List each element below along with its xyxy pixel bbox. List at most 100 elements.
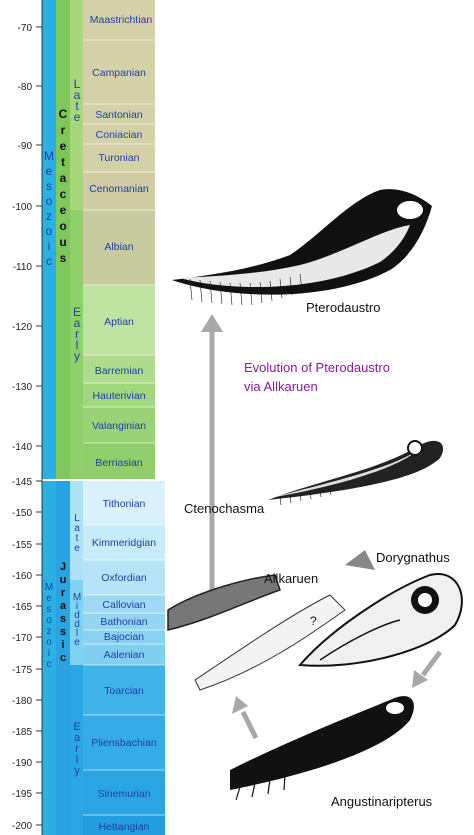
era-band-mesozoic-lower	[42, 480, 56, 835]
tick-label: -175	[12, 665, 32, 676]
stage-band-valanginian	[83, 407, 155, 443]
stage-band-toarcian	[83, 665, 165, 715]
stage-label-bajocian: Bajocian	[104, 631, 144, 643]
stage-label-tithonian: Tithonian	[103, 498, 146, 510]
tick-label: -155	[12, 540, 32, 551]
stage-band-pliensbachian	[83, 715, 165, 770]
stage-label-santonian: Santonian	[95, 109, 142, 121]
period-band-jurassic	[56, 480, 70, 835]
tick-label: -190	[12, 758, 32, 769]
tick-label: -70	[18, 23, 33, 34]
tick-label: -145	[12, 477, 32, 488]
era-band-mesozoic-upper	[42, 0, 56, 480]
tick-label: -90	[18, 141, 33, 152]
stage-band-bathonian	[83, 613, 165, 630]
stage-band-aptian	[83, 285, 155, 355]
tick-label: -110	[13, 262, 33, 273]
stage-label-campanian: Campanian	[92, 67, 146, 79]
stage-band-tithonian	[83, 480, 165, 525]
pterodaustro-skull-illustration	[172, 189, 432, 306]
stage-label-sinemurian: Sinemurian	[97, 788, 150, 800]
tick-label: -180	[12, 696, 32, 707]
stage-label-bathonian: Bathonian	[100, 616, 147, 628]
tick-label: -200	[12, 821, 32, 832]
stage-band-oxfordian	[83, 560, 165, 595]
tick-label: -170	[12, 633, 32, 644]
epoch-band-jur-late	[70, 480, 83, 580]
arrow-up-shaft	[240, 710, 259, 740]
label-angustinaripterus: Angustinaripterus	[331, 794, 433, 809]
stage-label-aalenian: Aalenian	[104, 649, 145, 661]
allkaruen-skull-illustration: ?	[167, 574, 346, 691]
stage-band-sinemurian	[83, 770, 165, 815]
tick-label: -150	[12, 508, 32, 519]
stage-band-hauterivian	[83, 383, 155, 407]
stage-band-coniacian	[83, 124, 155, 144]
stage-band-berriasian	[83, 443, 155, 480]
label-pterodaustro: Pterodaustro	[306, 300, 380, 315]
tick-label: -195	[12, 789, 32, 800]
label-ctenochasma: Ctenochasma	[184, 501, 265, 516]
stage-band-kimmeridgian	[83, 525, 165, 560]
timescale: -70 -80 -90 -100 -110 -120 -130 -140 -14…	[12, 0, 165, 835]
stage-label-berriasian: Berriasian	[95, 457, 142, 469]
tick-label: -185	[12, 727, 32, 738]
stage-label-toarcian: Toarcian	[104, 685, 144, 697]
stage-label-barremian: Barremian	[95, 365, 144, 377]
stage-band-aalenian	[83, 644, 165, 665]
tick-label: -165	[12, 602, 32, 613]
dorygnathus-skull-illustration	[297, 550, 463, 667]
arrow-down-head	[412, 670, 428, 688]
stage-band-maastrichtian	[83, 0, 155, 40]
stage-band-turonian	[83, 144, 155, 172]
arrow-down-shaft	[420, 650, 443, 677]
arrow-vertical-head	[201, 314, 223, 332]
stage-label-coniacian: Coniacian	[96, 129, 143, 141]
stage-label-hettangian: Hettangian	[99, 821, 150, 833]
tick-label: -80	[18, 82, 33, 93]
epoch-band-cret-late	[70, 0, 83, 210]
epoch-band-jur-early	[70, 665, 83, 835]
axis-ticks	[36, 26, 42, 826]
stage-band-cenomanian	[83, 172, 155, 210]
epoch-band-jur-middle	[70, 580, 83, 665]
tick-label: -160	[12, 571, 32, 582]
label-dorygnathus: Dorygnathus	[376, 550, 450, 565]
label-allkaruen: Allkaruen	[264, 571, 318, 586]
stage-label-valanginian: Valanginian	[92, 420, 146, 432]
stage-band-barremian	[83, 355, 155, 383]
stage-label-cenomanian: Cenomanian	[89, 183, 149, 195]
stage-label-kimmeridgian: Kimmeridgian	[92, 537, 156, 549]
tick-label: -130	[12, 382, 32, 393]
stage-label-turonian: Turonian	[98, 152, 139, 164]
ctenochasma-skull-illustration	[268, 440, 444, 506]
stage-label-oxfordian: Oxfordian	[101, 572, 147, 584]
arrow-up-head	[232, 696, 248, 714]
epoch-band-cret-early	[70, 210, 83, 480]
angustinaripterus-skull-illustration	[230, 696, 414, 801]
diagram-title-line-1: Evolution of Pterodaustro	[244, 360, 390, 375]
stage-band-santonian	[83, 104, 155, 124]
tick-label: -100	[12, 202, 32, 213]
stage-label-maastrichtian: Maastrichtian	[90, 14, 153, 26]
stage-band-hettangian	[83, 815, 165, 835]
stage-label-hauterivian: Hauterivian	[92, 390, 145, 402]
tick-label: -140	[12, 442, 32, 453]
tick-label: -120	[12, 322, 32, 333]
question-mark: ?	[310, 614, 317, 628]
stage-band-albian	[83, 210, 155, 285]
period-band-cretaceous	[56, 0, 70, 480]
stage-band-campanian	[83, 40, 155, 104]
evolution-arrows	[201, 314, 443, 740]
diagram-title-line-2: via Allkaruen	[244, 379, 318, 394]
stage-band-bajocian	[83, 630, 165, 644]
stage-label-pliensbachian: Pliensbachian	[91, 737, 157, 749]
